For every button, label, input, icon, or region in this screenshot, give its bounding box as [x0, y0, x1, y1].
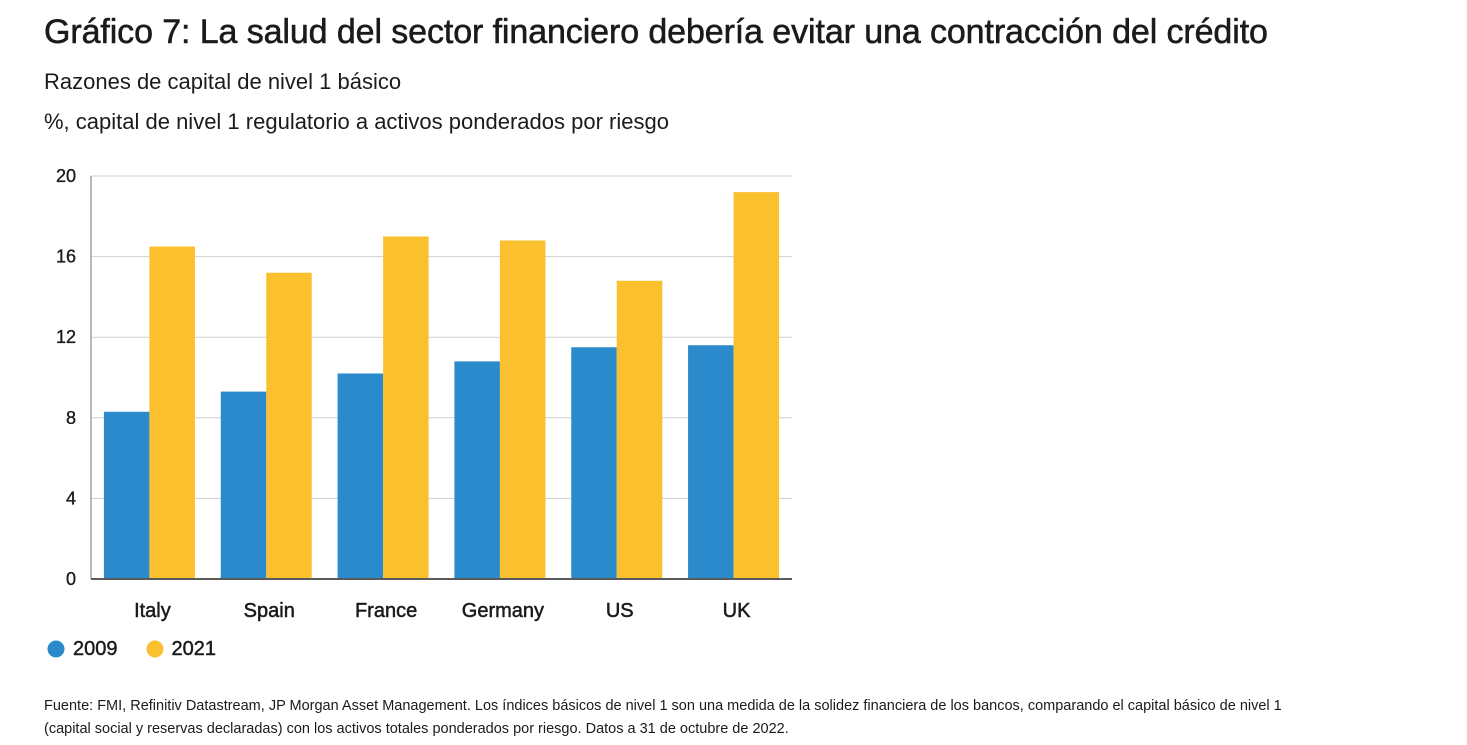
- legend-dot-2009: [47, 640, 65, 658]
- bar-italy-2021: [149, 246, 195, 579]
- legend-item-2009: 2009: [47, 638, 118, 660]
- y-tick-label-12: 12: [56, 327, 76, 347]
- bar-germany-2021: [499, 240, 546, 579]
- x-tick-label-france: France: [355, 600, 417, 622]
- bar-italy-2009: [103, 411, 150, 579]
- legend-marker-2021: [146, 640, 163, 658]
- bar-germany-2009: [454, 361, 500, 579]
- bar-spain-2009: [220, 391, 267, 579]
- x-tick-label-italy: Italy: [134, 600, 171, 622]
- source-note-line: Fuente: FMI, Refinitiv Datastream, JP Mo…: [44, 698, 1282, 714]
- chart-subtitle: Razones de capital de nivel 1 básico: [44, 69, 402, 94]
- chart-legend: 2009 2021: [47, 638, 244, 660]
- x-tick-label-germany: Germany: [462, 600, 544, 622]
- bar-us-2021: [616, 280, 663, 579]
- legend-label-2009: 2009: [73, 638, 118, 660]
- bar-france-2021: [383, 236, 429, 579]
- legend-label-2021: 2021: [171, 638, 216, 660]
- bar-uk-2021: [733, 192, 780, 579]
- bar-chart: 0 4 8 12 16 20 Italy Spain France Germany US UK: [56, 166, 792, 622]
- bar-uk-2009: [688, 345, 734, 579]
- y-tick-label-4: 4: [66, 488, 76, 508]
- source-note-line: (capital social y reservas declaradas) c…: [44, 721, 789, 737]
- bar-france-2009: [337, 373, 384, 579]
- legend-item-2021: 2021: [146, 638, 216, 660]
- x-tick-label-spain: Spain: [244, 600, 295, 622]
- bar-us-2009: [571, 347, 617, 579]
- source-note: Fuente: FMI, Refinitiv Datastream, JP Mo…: [44, 695, 1282, 741]
- bar-spain-2021: [266, 272, 312, 579]
- y-tick-label-20: 20: [56, 166, 76, 186]
- legend-marker-2009: [47, 640, 65, 658]
- x-tick-label-uk: UK: [723, 600, 751, 622]
- y-tick-label-0: 0: [66, 569, 76, 589]
- y-tick-label-8: 8: [66, 408, 76, 428]
- x-tick-label-us: US: [606, 600, 634, 622]
- legend-dot-2021: [146, 640, 163, 658]
- chart-title: Gráfico 7: La salud del sector financier…: [44, 13, 1269, 52]
- chart-units-label: %, capital de nivel 1 regulatorio a acti…: [44, 109, 669, 134]
- y-tick-label-16: 16: [56, 247, 76, 267]
